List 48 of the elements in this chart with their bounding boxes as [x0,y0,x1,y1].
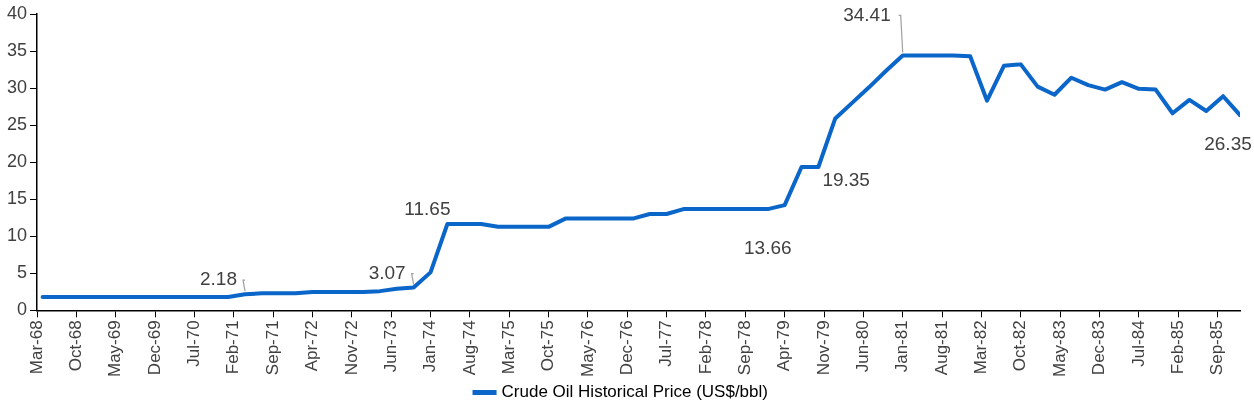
x-tick-label: Jun-80 [853,320,873,373]
x-tick-label: Nov-72 [341,320,361,376]
x-tick-label: Mar-68 [26,320,46,375]
x-tick-label: Sep-78 [735,320,754,376]
x-tick-label: Jul-77 [656,320,676,367]
x-tick-label: Jan-74 [420,320,440,373]
annotation: 13.66 [744,237,792,259]
annotation: 3.07 [368,261,406,283]
x-tick-label: Feb-85 [1167,320,1187,375]
x-tick-label: Aug-74 [459,320,479,376]
x-tick-label: Oct-68 [66,320,86,372]
y-tick-label: 0 [17,299,28,320]
x-tick-label: Sep-85 [1207,320,1227,376]
y-tick-label: 20 [6,151,28,172]
x-tick-label: Apr-72 [302,320,322,372]
x-tick-label: May-76 [577,320,597,377]
y-tick-label: 10 [6,225,28,246]
annotation: 11.65 [404,198,451,220]
x-tick-label: Oct-82 [1010,320,1030,372]
x-tick-label: Sep-71 [262,320,282,376]
y-tick-label: 15 [6,188,28,209]
x-tick-label: Jul-70 [184,320,204,367]
x-tick-label: Jun-73 [380,320,400,373]
x-tick-label: Dec-83 [1089,320,1109,376]
x-tick-label: Feb-78 [695,320,715,375]
x-tick-label: May-69 [105,320,125,377]
x-tick-label: Jul-84 [1128,320,1148,367]
x-tick-label: Nov-79 [813,320,833,376]
annotation: 26.35 [1204,133,1252,155]
x-tick-label: Dec-69 [144,320,164,376]
x-tick-label: Feb-71 [223,320,243,375]
x-tick-label: Mar-82 [971,320,991,375]
x-tick-label: Dec-76 [616,320,636,376]
annotation: 19.35 [822,169,870,191]
annotation: 2.18 [200,268,238,290]
x-tick-label: Aug-81 [931,320,951,376]
y-tick-label: 40 [6,2,28,23]
y-tick-label: 30 [6,77,28,98]
annotation: 34.41 [843,3,891,25]
x-tick-label: May-83 [1049,320,1069,377]
legend-label: Crude Oil Historical Price (US$/bbl) [501,382,768,402]
y-tick-label: 5 [17,262,28,283]
x-tick-label: Oct-75 [538,320,558,372]
y-tick-label: 35 [6,40,28,61]
y-tick-label: 25 [6,114,28,135]
x-tick-label: Apr-79 [774,320,794,372]
x-tick-label: Jan-81 [892,320,912,373]
x-tick-label: Mar-75 [498,320,518,375]
